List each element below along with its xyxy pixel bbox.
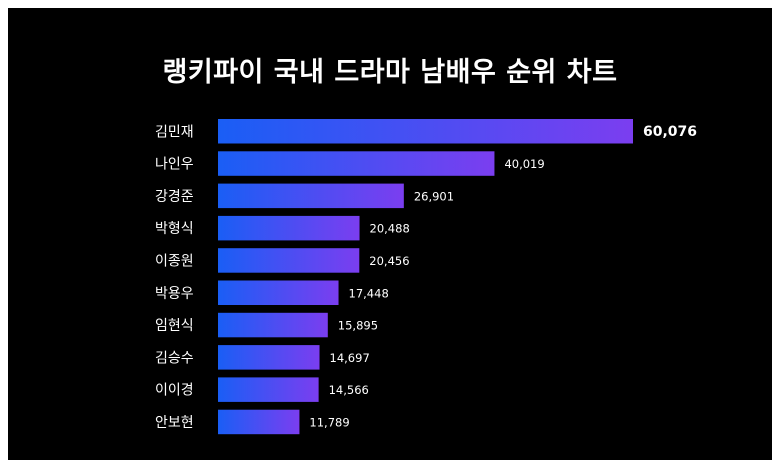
category-label: 이이경 [155, 383, 194, 399]
value-label: 15,895 [338, 319, 378, 333]
bar [218, 312, 328, 338]
bar [218, 377, 319, 402]
category-label: 나인우 [155, 157, 194, 173]
value-label: 20,456 [369, 254, 409, 268]
value-label: 14,566 [329, 383, 369, 397]
bar [218, 409, 300, 435]
value-label: 14,697 [330, 351, 370, 365]
category-label: 강경준 [155, 189, 194, 205]
bar [218, 119, 633, 144]
bar [218, 345, 320, 370]
category-label: 안보현 [155, 415, 194, 431]
bar [218, 248, 360, 273]
value-label: 60,076 [643, 124, 697, 140]
value-label: 26,901 [414, 189, 454, 203]
category-label: 김민재 [155, 124, 194, 140]
value-label: 11,789 [309, 415, 349, 429]
value-label: 40,019 [504, 157, 544, 171]
value-label: 20,488 [370, 222, 410, 236]
bar [218, 280, 339, 305]
category-label: 이종원 [155, 253, 194, 269]
category-label: 박용우 [155, 286, 194, 302]
chart-background [8, 8, 772, 460]
bar [218, 151, 495, 176]
category-label: 김승수 [155, 350, 194, 366]
bar [218, 215, 360, 241]
value-label: 17,448 [349, 286, 389, 300]
category-label: 박형식 [155, 221, 194, 237]
chart-title: 랭키파이 국내 드라마 남배우 순위 차트 [162, 57, 618, 88]
bar [218, 183, 404, 209]
category-label: 임현식 [155, 318, 194, 334]
